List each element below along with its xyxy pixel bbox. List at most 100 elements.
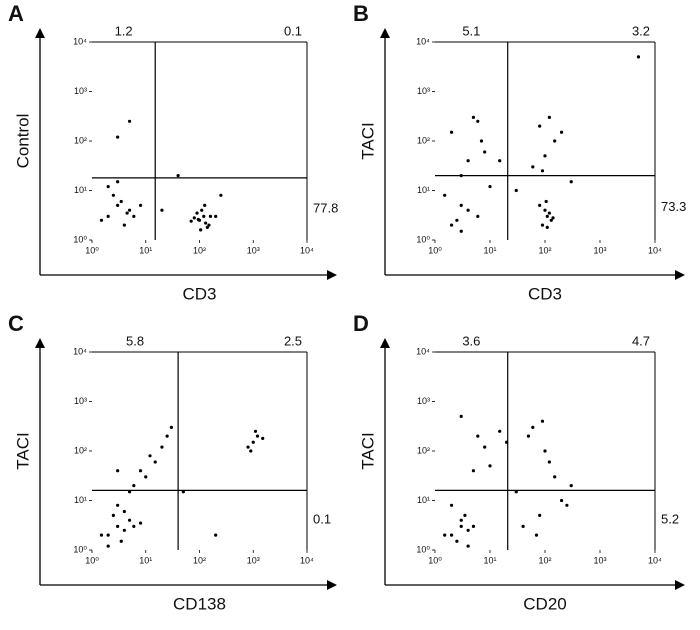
dot [203, 203, 207, 208]
x-tick-label: 10¹ [483, 245, 496, 255]
dot [160, 445, 164, 449]
dot [111, 513, 115, 518]
x-axis-label: CD138 [173, 594, 226, 613]
dot [471, 524, 476, 528]
panel-label: D [353, 311, 369, 336]
dot [138, 203, 143, 208]
dot [122, 528, 126, 532]
dot [553, 139, 557, 143]
dot [538, 203, 542, 208]
x-tick-label: 10¹ [483, 555, 496, 565]
dot [531, 425, 535, 429]
y-tick-label: 10¹ [417, 495, 430, 505]
x-axis-label: CD3 [528, 284, 562, 303]
y-tick-label: 10⁴ [416, 36, 430, 46]
dot [538, 513, 542, 518]
dot [547, 115, 551, 119]
dot [200, 208, 204, 212]
dot [551, 216, 555, 220]
dot [553, 475, 557, 479]
y-tick-label: 10³ [74, 86, 87, 96]
dot [459, 518, 463, 522]
quadrant-upper-right: 2.5 [284, 333, 302, 348]
dot [125, 211, 129, 215]
y-axis-label: TACI [13, 432, 32, 469]
dot [192, 216, 196, 220]
dot [543, 154, 547, 158]
dot [255, 434, 260, 438]
dot [106, 184, 110, 189]
dot [449, 533, 454, 537]
dot [531, 165, 535, 169]
dot [569, 483, 573, 488]
dot [449, 223, 454, 227]
panel-label: C [8, 311, 24, 336]
x-tick-label: 10⁴ [648, 245, 662, 255]
dot [459, 414, 463, 419]
panel-label: B [353, 1, 369, 26]
dot [443, 193, 447, 197]
y-tick-label: 10³ [417, 86, 430, 96]
dot [521, 524, 525, 528]
dot [122, 509, 126, 514]
y-tick-label: 10⁴ [73, 346, 87, 356]
dot [449, 130, 454, 134]
dot [543, 449, 547, 453]
x-tick-label: 10⁰ [85, 555, 99, 565]
dot [549, 218, 553, 222]
dot [148, 454, 152, 458]
dot [127, 208, 132, 212]
x-axis-label: CD20 [523, 594, 566, 613]
dot [189, 219, 193, 223]
dot [559, 130, 564, 134]
dot [498, 159, 502, 163]
dot [569, 180, 573, 184]
y-axis-label: TACI [358, 122, 377, 159]
dot [636, 55, 641, 59]
dot [116, 135, 120, 139]
y-tick-label: 10³ [417, 396, 430, 406]
dot [202, 214, 206, 218]
quadrant-upper-left: 1.2 [115, 23, 133, 38]
x-tick-label: 10³ [247, 245, 260, 255]
dot [459, 203, 463, 208]
dot [545, 214, 549, 218]
dot [466, 528, 470, 532]
dot [459, 524, 463, 528]
dot [547, 460, 551, 464]
dot [169, 425, 173, 429]
dot [538, 124, 542, 128]
dot [196, 217, 200, 222]
y-axis-label: TACI [358, 432, 377, 469]
x-tick-label: 10² [193, 245, 206, 255]
dot [253, 429, 258, 433]
dot [160, 208, 164, 212]
quadrant-upper-left: 3.6 [462, 333, 480, 348]
dot [106, 544, 110, 548]
dot [540, 169, 545, 173]
x-tick-label: 10² [538, 245, 551, 255]
dot [138, 469, 143, 473]
dot [116, 524, 120, 528]
dot [466, 544, 470, 548]
dot [119, 199, 123, 204]
dot [540, 419, 545, 423]
dot [153, 460, 157, 464]
dot [514, 188, 518, 193]
dot [449, 503, 454, 507]
quadrant-upper-right: 3.2 [632, 23, 650, 38]
quadrant-lower-right: 0.1 [313, 512, 331, 527]
dot [463, 513, 467, 518]
dot [204, 221, 208, 225]
dot [122, 223, 126, 227]
x-tick-label: 10³ [593, 555, 606, 565]
dot [443, 533, 447, 537]
dot [138, 521, 143, 525]
dot [208, 214, 213, 218]
quadrant-lower-right: 5.2 [661, 512, 679, 527]
dot [559, 498, 564, 503]
dot [455, 218, 459, 222]
dot [165, 434, 169, 438]
x-tick-label: 10² [538, 555, 551, 565]
